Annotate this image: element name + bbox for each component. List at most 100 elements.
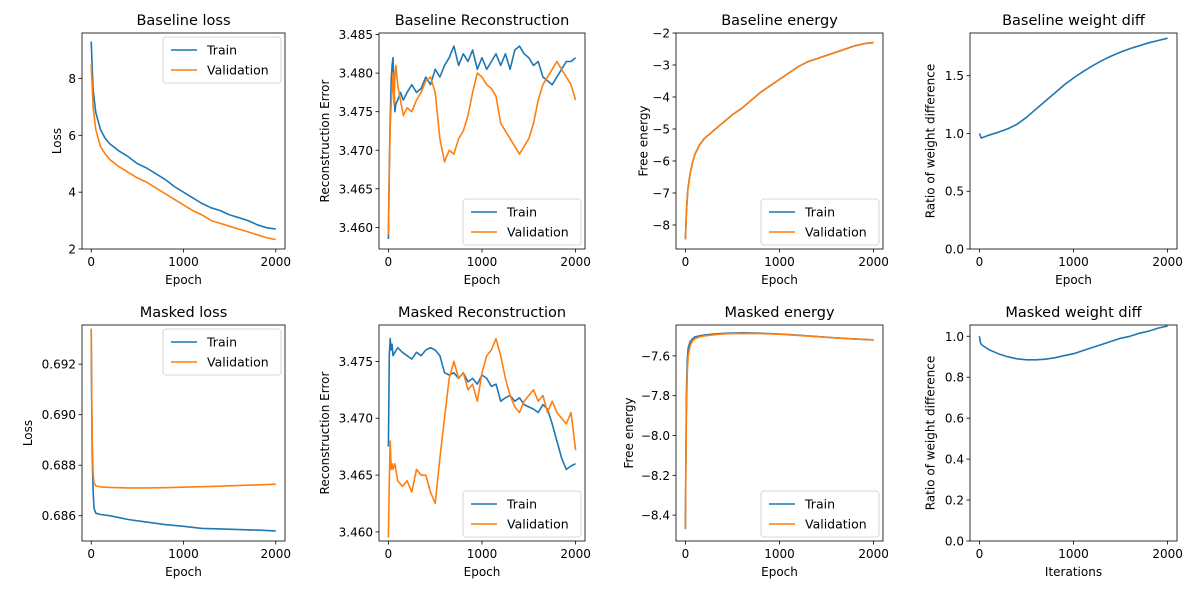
x-axis-label: Epoch [761,565,798,579]
y-tick-label: −3 [652,59,670,73]
y-tick-label: −4 [652,91,670,105]
x-tick-label: 0 [385,255,393,269]
series-line-validation [387,337,577,538]
x-tick-label: 0 [976,547,984,561]
subplot-6: 0 1000 2000 3.460 3.465 3.470 3.475 Masked Reco… [318,305,591,579]
subplot-5: 0 1000 2000 0.686 0.688 0.690 0.692 Masked loss… [21,305,291,579]
series-line-train [90,41,276,230]
legend-label: Train [804,205,835,220]
y-tick-label: 3.470 [339,144,373,158]
x-tick-label: 2000 [1152,547,1183,561]
subplot-title: Baseline energy [721,13,838,29]
y-axis-label: Reconstruction Error [318,80,332,203]
series-line-train [387,45,577,240]
y-tick-label: 3.460 [339,525,373,539]
legend: Train Validation [162,328,282,376]
x-axis-label: Epoch [1055,273,1092,287]
x-tick-label: 2000 [560,547,591,561]
subplot-title: Masked Reconstruction [398,305,566,321]
subplot-2: 0 1000 2000 3.460 3.465 3.470 3.475 3.480 3.485 B… [318,13,591,287]
x-axis-label: Epoch [165,273,202,287]
y-tick-label: 1.0 [945,330,964,344]
y-tick-label: 6 [68,129,76,143]
subplot-title: Masked energy [724,305,835,321]
y-tick-label: −8.0 [641,429,670,443]
y-tick-label: 0.2 [945,494,964,508]
y-axis-label: Loss [50,128,64,154]
subplot-4: 0 1000 2000 0.0 0.5 1.0 1.5 Baseline weight dif… [923,13,1182,287]
y-tick-label: 1.5 [945,69,964,83]
series-line-validation [684,41,874,240]
series-line-validation [90,64,276,241]
x-tick-label: 2000 [1152,255,1183,269]
legend-box [760,490,880,538]
series-line-validation [90,328,276,489]
y-tick-label: 0.5 [945,185,964,199]
legend-label: Validation [805,225,867,240]
y-tick-label: −7.8 [641,389,670,403]
series-line-main [978,37,1168,139]
y-tick-label: 0.4 [945,453,964,467]
legend-label: Train [804,497,835,512]
x-axis-label: Epoch [165,565,202,579]
subplot-8: 0 1000 2000 0.0 0.2 0.4 0.6 0.8 1.0 Masked weight… [923,305,1182,579]
x-tick-label: 2000 [260,255,291,269]
y-axis-label: Free energy [637,105,651,176]
legend-label: Train [506,497,537,512]
y-tick-label: 0.6 [945,412,964,426]
subplot-title: Baseline weight diff [1002,13,1146,29]
legend-box [162,36,282,84]
legend-label: Validation [507,517,569,532]
subplot-1: 0 1000 2000 2 4 6 8 Baseline loss Epoch Loss Train… [50,13,291,287]
series-line-validation [387,60,577,236]
subplot-title: Baseline Reconstruction [395,13,570,29]
y-tick-label: 3.460 [339,221,373,235]
y-tick-label: 0.8 [945,371,964,385]
x-tick-label: 0 [385,547,393,561]
x-tick-label: 0 [87,255,95,269]
y-tick-label: 2 [68,243,76,257]
y-tick-label: −2 [652,27,670,41]
x-tick-label: 1000 [168,547,199,561]
legend: Train Validation [462,198,582,246]
x-axis-label: Iterations [1045,565,1102,579]
y-tick-label: 0.686 [42,509,76,523]
x-tick-label: 1000 [764,255,795,269]
subplot-3: 0 1000 2000 −8 −7 −6 −5 −4 −3 −2 Baseline energy Ep… [637,13,889,287]
x-tick-label: 0 [682,547,690,561]
legend-label: Train [206,335,237,350]
axes-frame [969,32,1178,250]
y-tick-label: 1.0 [945,127,964,141]
legend-box [162,328,282,376]
y-axis-label: Loss [21,420,35,446]
legend-label: Validation [805,517,867,532]
x-axis-label: Epoch [464,565,501,579]
x-tick-label: 0 [87,547,95,561]
y-tick-label: 0.688 [42,459,76,473]
y-tick-label: −7 [652,187,670,201]
y-axis-label: Ratio of weight difference [923,64,937,219]
legend-label: Validation [207,63,269,78]
legend-box [760,198,880,246]
legend-label: Validation [207,355,269,370]
x-tick-label: 1000 [764,547,795,561]
x-tick-label: 2000 [858,255,889,269]
y-tick-label: 3.475 [339,355,373,369]
x-tick-label: 2000 [560,255,591,269]
legend: Train Validation [760,490,880,538]
legend-label: Train [206,43,237,58]
legend: Train Validation [462,490,582,538]
series-line-main [978,325,1168,361]
subplot-title: Masked weight diff [1005,305,1142,321]
x-tick-label: 1000 [1058,255,1089,269]
legend: Train Validation [162,36,282,84]
legend-box [462,198,582,246]
x-tick-label: 2000 [858,547,889,561]
axes-frame [969,324,1178,542]
x-tick-label: 0 [682,255,690,269]
y-tick-label: −8.4 [641,509,670,523]
y-tick-label: 0.0 [945,535,964,549]
x-tick-label: 1000 [168,255,199,269]
y-tick-label: 3.470 [339,412,373,426]
y-tick-label: 8 [68,72,76,86]
